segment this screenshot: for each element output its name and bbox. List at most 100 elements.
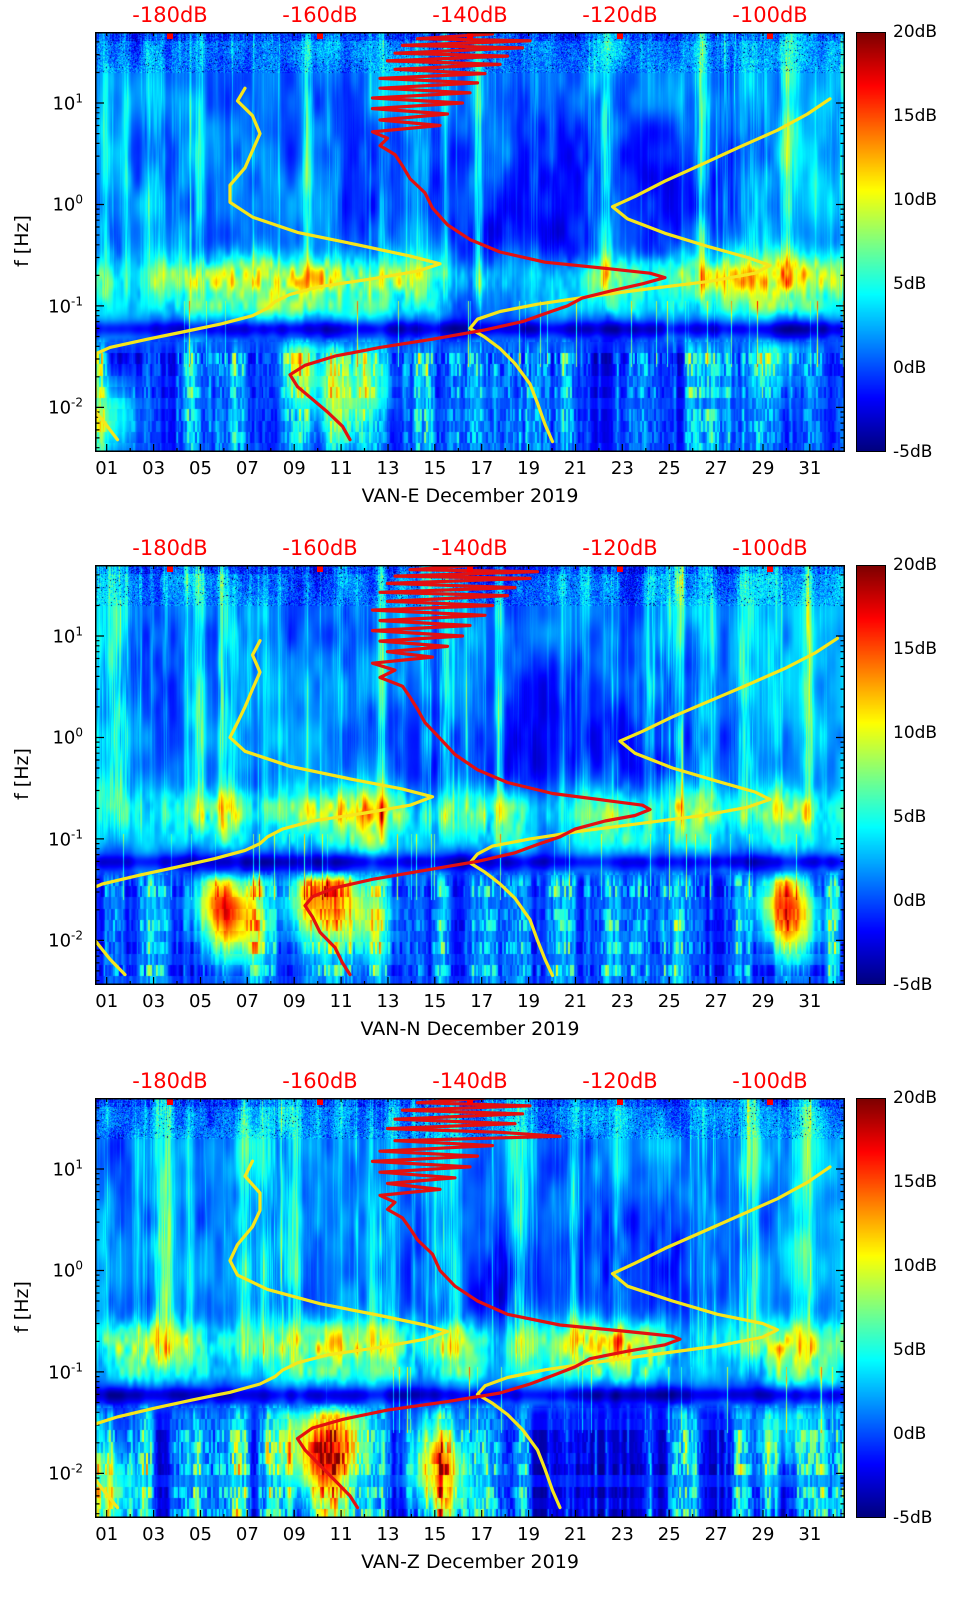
top-db-tick-label: -180dB bbox=[132, 536, 208, 560]
colorbar-tick-label: 10dB bbox=[893, 1256, 938, 1276]
top-axis-red-tick bbox=[767, 1098, 773, 1105]
top-db-tick-label: -100dB bbox=[732, 536, 808, 560]
y-tick-label: 101 bbox=[52, 91, 83, 115]
spectrogram-plot-van-e bbox=[95, 32, 845, 452]
colorbar-tick-label: -5dB bbox=[893, 442, 933, 462]
psd-curves-overlay-van-e bbox=[95, 32, 845, 452]
x-tick-label: 25 bbox=[657, 991, 681, 1012]
top-db-tick-label: -140dB bbox=[432, 536, 508, 560]
x-tick-label: 09 bbox=[282, 1524, 306, 1545]
x-tick-label: 03 bbox=[142, 991, 166, 1012]
x-tick-label: 23 bbox=[610, 991, 634, 1012]
x-tick-label: 15 bbox=[423, 1524, 447, 1545]
red-psd-curve bbox=[295, 1098, 682, 1510]
y-tick-labels-van-e: 101 100 10-1 10-2 bbox=[0, 32, 88, 452]
spectrogram-plot-van-z bbox=[95, 1098, 845, 1518]
yellow-high-noise-curve bbox=[475, 1165, 832, 1510]
y-tick-labels-van-z: 101 100 10-1 10-2 bbox=[0, 1098, 88, 1518]
x-tick-label: 17 bbox=[470, 991, 494, 1012]
top-db-axis-van-z: -180dB -160dB -140dB -120dB -100dB bbox=[0, 1066, 962, 1098]
x-tick-label: 09 bbox=[282, 991, 306, 1012]
x-axis-title-van-n: VAN-N December 2019 bbox=[360, 1018, 580, 1040]
y-tick-label: 100 bbox=[52, 725, 83, 749]
x-tick-label: 19 bbox=[517, 458, 541, 479]
top-axis-red-tick bbox=[767, 32, 773, 39]
colorbar-tick-label: 5dB bbox=[893, 807, 927, 827]
x-tick-label: 05 bbox=[189, 1524, 212, 1545]
top-axis-red-tick bbox=[467, 32, 473, 39]
x-tick-label: 07 bbox=[235, 1524, 259, 1545]
top-db-axis-van-n: -180dB -160dB -140dB -120dB -100dB bbox=[0, 533, 962, 565]
x-tick-label: 29 bbox=[751, 991, 775, 1012]
top-db-tick-label: -120dB bbox=[582, 1069, 658, 1093]
top-db-tick-label: -140dB bbox=[432, 1069, 508, 1093]
y-tick-label: 10-2 bbox=[48, 928, 83, 952]
x-tick-label: 05 bbox=[189, 991, 212, 1012]
plot-frame bbox=[95, 565, 845, 985]
panel-van-z: -180dB -160dB -140dB -120dB -100dB f [Hz] 10… bbox=[0, 1066, 962, 1599]
colorbar-tick-label: 0dB bbox=[893, 1424, 927, 1444]
x-tick-label: 11 bbox=[329, 1524, 353, 1545]
axis-tick-marks bbox=[95, 565, 845, 985]
colorbar-van-e bbox=[856, 32, 886, 452]
top-db-tick-label: -180dB bbox=[132, 3, 208, 27]
x-tick-label: 31 bbox=[798, 1524, 822, 1545]
x-tick-label: 19 bbox=[517, 991, 541, 1012]
x-tick-label: 13 bbox=[376, 1524, 400, 1545]
top-db-tick-label: -100dB bbox=[732, 3, 808, 27]
yellow-low-noise-curve bbox=[95, 1159, 450, 1510]
x-tick-label: 05 bbox=[189, 458, 212, 479]
top-db-tick-label: -140dB bbox=[432, 3, 508, 27]
yellow-low-noise-curve bbox=[95, 86, 442, 442]
x-axis-title-van-z: VAN-Z December 2019 bbox=[361, 1551, 579, 1573]
spectrogram-heatmap-van-e bbox=[95, 32, 845, 452]
x-tick-label: 27 bbox=[704, 991, 728, 1012]
x-tick-label: 01 bbox=[95, 1524, 119, 1545]
top-db-tick-label: -160dB bbox=[282, 3, 358, 27]
x-tick-label: 27 bbox=[704, 1524, 728, 1545]
psd-curves-overlay-van-z bbox=[95, 1098, 845, 1518]
y-tick-label: 100 bbox=[52, 192, 83, 216]
colorbar-tick-label: 15dB bbox=[893, 1172, 938, 1192]
top-axis-red-tick bbox=[617, 565, 623, 572]
y-tick-label: 10-2 bbox=[48, 395, 83, 419]
top-db-tick-label: -180dB bbox=[132, 1069, 208, 1093]
top-db-tick-label: -120dB bbox=[582, 536, 658, 560]
y-tick-label: 101 bbox=[52, 624, 83, 648]
colorbar-tick-label: 15dB bbox=[893, 106, 938, 126]
panel-van-n: -180dB -160dB -140dB -120dB -100dB f [Hz] 10… bbox=[0, 533, 962, 1066]
colorbar-tick-label: 10dB bbox=[893, 723, 938, 743]
top-axis-red-tick bbox=[167, 1098, 173, 1105]
x-tick-label: 19 bbox=[517, 1524, 541, 1545]
spectrogram-heatmap-van-n bbox=[95, 565, 845, 985]
x-tick-label: 15 bbox=[423, 991, 447, 1012]
colorbar-tick-label: 5dB bbox=[893, 274, 927, 294]
y-tick-label: 100 bbox=[52, 1258, 83, 1282]
red-psd-curve bbox=[303, 565, 652, 977]
plot-frame bbox=[95, 1098, 845, 1518]
y-tick-label: 10-1 bbox=[48, 294, 83, 318]
x-tick-label: 07 bbox=[235, 458, 259, 479]
top-axis-red-tick bbox=[317, 32, 323, 39]
spectrogram-plot-van-n bbox=[95, 565, 845, 985]
x-tick-labels-van-z: 01 03 05 07 09 11 13 15 17 19 21 23 25 27 29 31 bbox=[95, 1521, 845, 1547]
colorbar-tick-label: 10dB bbox=[893, 190, 938, 210]
top-db-tick-label: -100dB bbox=[732, 1069, 808, 1093]
psd-curves-overlay-van-n bbox=[95, 565, 845, 985]
x-tick-label: 25 bbox=[657, 1524, 681, 1545]
colorbar-tick-label: 20dB bbox=[893, 22, 938, 42]
x-tick-label: 11 bbox=[329, 458, 353, 479]
colorbar-tick-label: 15dB bbox=[893, 639, 938, 659]
y-tick-label: 10-2 bbox=[48, 1461, 83, 1485]
x-tick-label: 23 bbox=[610, 458, 634, 479]
axis-tick-marks bbox=[95, 1098, 845, 1518]
x-tick-label: 23 bbox=[610, 1524, 634, 1545]
x-tick-label: 17 bbox=[470, 458, 494, 479]
x-tick-label: 29 bbox=[751, 1524, 775, 1545]
top-db-axis-van-e: -180dB -160dB -140dB -120dB -100dB bbox=[0, 0, 962, 32]
colorbar-tick-label: 0dB bbox=[893, 358, 927, 378]
x-tick-label: 03 bbox=[142, 1524, 166, 1545]
colorbar-tick-label: -5dB bbox=[893, 1508, 933, 1528]
colorbar-tick-label: 0dB bbox=[893, 891, 927, 911]
